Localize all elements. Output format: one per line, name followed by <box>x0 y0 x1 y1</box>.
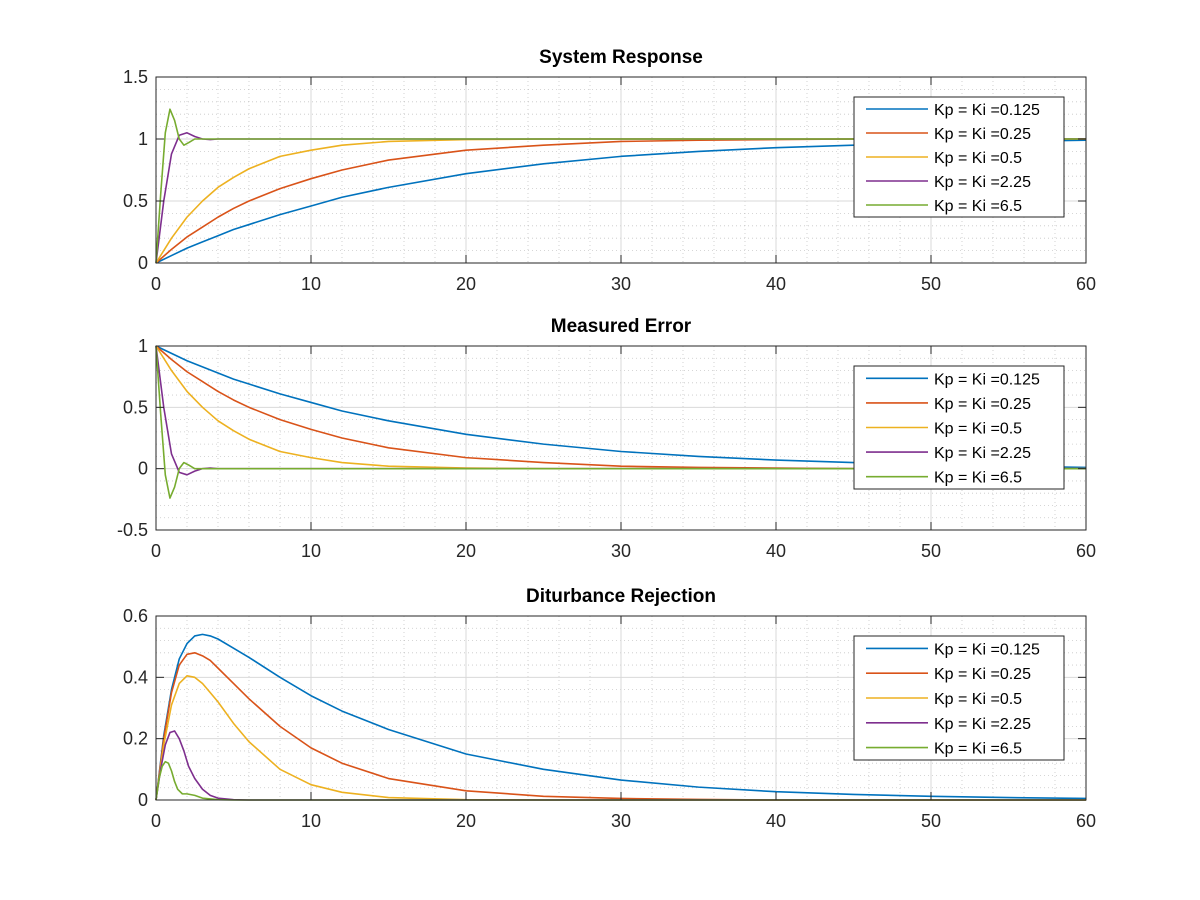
x-tick-label: 40 <box>766 541 786 561</box>
series-line-5 <box>155 108 1086 264</box>
x-tick-label: 50 <box>921 811 941 831</box>
legend-label-3: Kp = Ki =0.5 <box>934 691 1022 708</box>
legend: Kp = Ki =0.125 Kp = Ki =0.25 Kp = Ki =0.5 K… <box>853 96 1065 218</box>
legend: Kp = Ki =0.125 Kp = Ki =0.25 Kp = Ki =0.5 K… <box>853 635 1065 761</box>
x-tick-label: 20 <box>456 811 476 831</box>
legend-label-1: Kp = Ki =0.125 <box>934 102 1040 119</box>
series-line-1 <box>155 633 1087 801</box>
y-tick-label: 0 <box>138 790 148 810</box>
legend-label-2: Kp = Ki =0.25 <box>934 666 1031 683</box>
x-tick-label: 0 <box>151 274 161 294</box>
x-tick-label: 20 <box>456 541 476 561</box>
x-tick-label: 50 <box>921 274 941 294</box>
x-tick-label: 50 <box>921 541 941 561</box>
x-tick-label: 30 <box>611 811 631 831</box>
chart-title: Diturbance Rejection <box>526 586 716 607</box>
x-tick-label: 10 <box>301 811 321 831</box>
x-tick-label: 60 <box>1076 811 1096 831</box>
legend-label-3: Kp = Ki =0.5 <box>934 421 1022 438</box>
legend-label-1: Kp = Ki =0.125 <box>934 371 1040 388</box>
y-tick-label: 0.5 <box>123 397 148 417</box>
y-tick-label: 0.6 <box>123 606 148 626</box>
y-tick-label: 1 <box>138 336 148 356</box>
legend-label-4: Kp = Ki =2.25 <box>934 716 1031 733</box>
chart-title: Measured Error <box>551 316 692 337</box>
x-tick-label: 0 <box>151 811 161 831</box>
legend-label-1: Kp = Ki =0.125 <box>934 641 1040 658</box>
chart-panel-3: 0 10 20 30 40 50 60 0 0.2 0.4 0.6 Diturbance Reject… <box>123 586 1096 831</box>
y-tick-label: 0.2 <box>123 729 148 749</box>
x-tick-label: 10 <box>301 541 321 561</box>
legend-label-5: Kp = Ki =6.5 <box>934 741 1022 758</box>
y-tick-label: -0.5 <box>117 520 148 540</box>
x-tick-label: 30 <box>611 274 631 294</box>
chart-panel-1: 0 10 20 30 40 50 60 0 0.5 1 1.5 System Response Kp =… <box>123 47 1096 294</box>
legend-label-2: Kp = Ki =0.25 <box>934 126 1031 143</box>
legend-label-4: Kp = Ki =2.25 <box>934 174 1031 191</box>
y-tick-label: 0 <box>138 253 148 273</box>
legend: Kp = Ki =0.125 Kp = Ki =0.25 Kp = Ki =0.5 K… <box>853 365 1065 490</box>
x-tick-label: 40 <box>766 274 786 294</box>
y-tick-label: 1 <box>138 129 148 149</box>
y-tick-label: 0.4 <box>123 667 148 687</box>
legend-label-5: Kp = Ki =6.5 <box>934 198 1022 215</box>
x-tick-label: 30 <box>611 541 631 561</box>
legend-label-2: Kp = Ki =0.25 <box>934 396 1031 413</box>
x-tick-label: 40 <box>766 811 786 831</box>
x-tick-label: 10 <box>301 274 321 294</box>
x-tick-label: 60 <box>1076 274 1096 294</box>
series-line-1 <box>155 139 1087 264</box>
x-tick-label: 20 <box>456 274 476 294</box>
chart-title: System Response <box>539 47 703 68</box>
x-tick-label: 0 <box>151 541 161 561</box>
y-tick-label: 0 <box>138 459 148 479</box>
legend-label-4: Kp = Ki =2.25 <box>934 445 1031 462</box>
x-tick-label: 60 <box>1076 541 1096 561</box>
legend-label-5: Kp = Ki =6.5 <box>934 470 1022 487</box>
y-tick-label: 0.5 <box>123 191 148 211</box>
series-line-1 <box>155 345 1087 469</box>
legend-label-3: Kp = Ki =0.5 <box>934 150 1022 167</box>
series-line-5 <box>155 345 1086 499</box>
y-tick-label: 1.5 <box>123 67 148 87</box>
